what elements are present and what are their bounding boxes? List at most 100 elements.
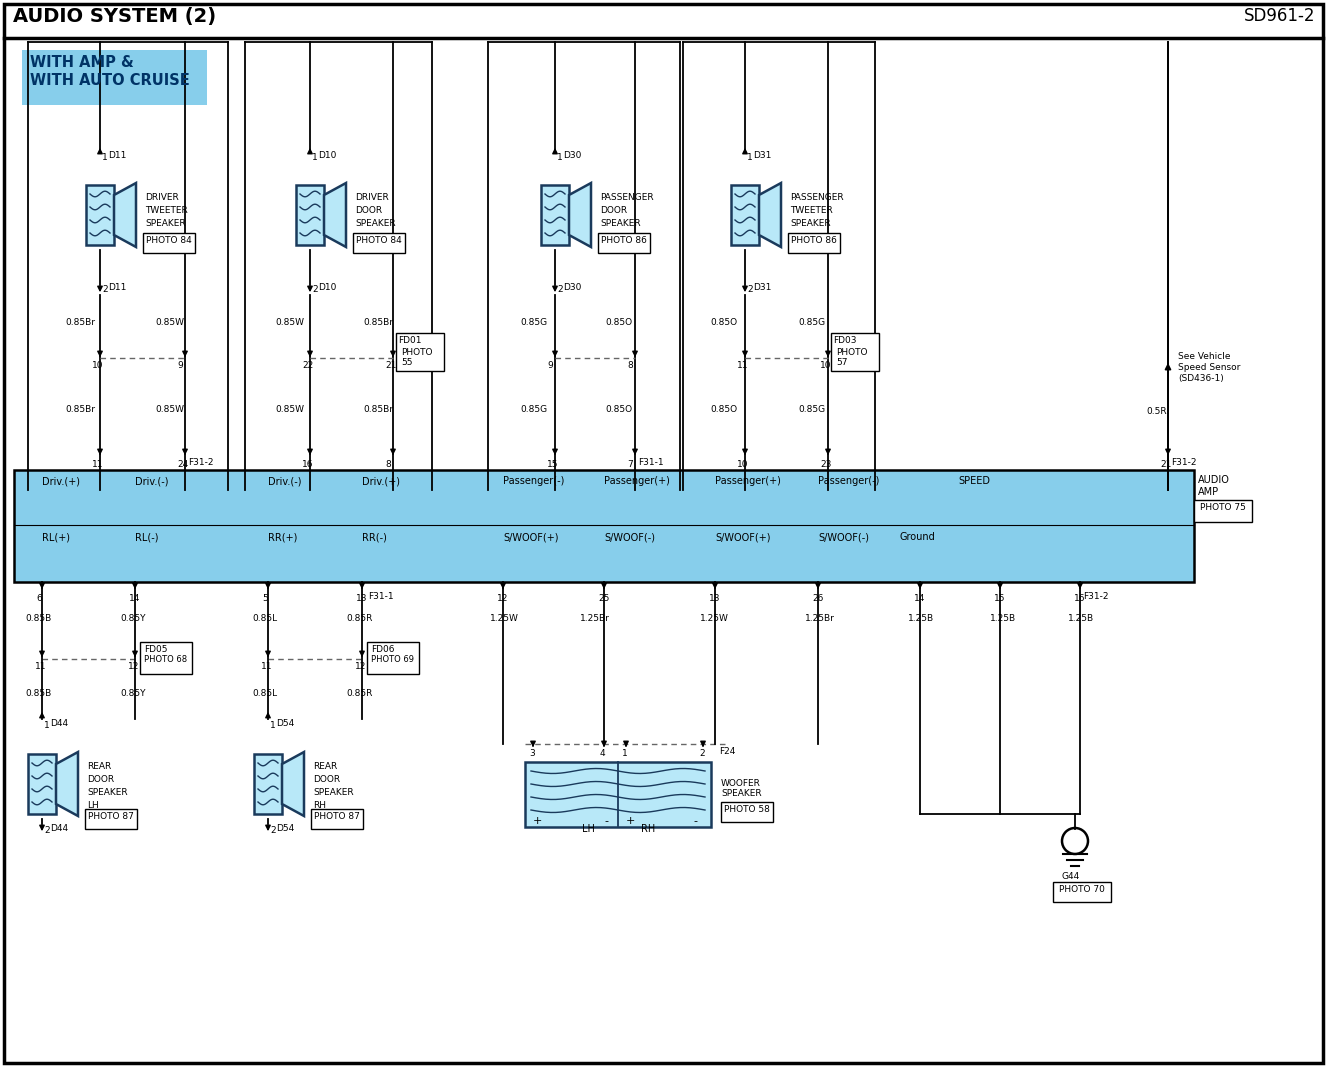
Text: Ground: Ground	[900, 532, 936, 542]
Text: 0.85Y: 0.85Y	[119, 689, 146, 698]
Text: 1: 1	[622, 749, 628, 758]
Bar	[296, 185, 324, 245]
Text: DRIVER: DRIVER	[356, 193, 389, 202]
Text: 8: 8	[385, 460, 390, 469]
Text: 0.85Br: 0.85Br	[364, 405, 393, 414]
Text: D10: D10	[318, 152, 336, 160]
Polygon shape	[114, 184, 135, 246]
Text: 0.85L: 0.85L	[252, 614, 277, 623]
Text: SPEAKER: SPEAKER	[790, 219, 831, 228]
Text: 0.85G: 0.85G	[520, 318, 547, 327]
Text: 0.85Y: 0.85Y	[119, 614, 146, 623]
Text: 0.85R: 0.85R	[346, 614, 373, 623]
Text: Driv.(+): Driv.(+)	[42, 476, 80, 485]
Text: 55: 55	[401, 359, 413, 367]
Text: G44: G44	[1062, 872, 1080, 881]
Text: 24: 24	[176, 460, 188, 469]
Text: 1: 1	[269, 721, 276, 730]
Text: D31: D31	[752, 152, 771, 160]
Text: 1.25Br: 1.25Br	[805, 614, 835, 623]
Text: SPEAKER: SPEAKER	[313, 789, 353, 797]
Bar	[788, 233, 840, 253]
Text: Passenger(+): Passenger(+)	[715, 476, 780, 485]
Text: 2: 2	[102, 285, 107, 294]
Text: PHOTO 86: PHOTO 86	[601, 236, 648, 245]
Text: 0.85R: 0.85R	[346, 689, 373, 698]
Text: +: +	[533, 816, 543, 826]
Text: Driv.(-): Driv.(-)	[268, 476, 301, 485]
Text: 2: 2	[312, 285, 317, 294]
Text: 0.85G: 0.85G	[520, 405, 547, 414]
Text: SPEAKER: SPEAKER	[356, 219, 395, 228]
Text: 0.85Br: 0.85Br	[65, 318, 96, 327]
Text: 0.85W: 0.85W	[155, 318, 184, 327]
Text: 0.85B: 0.85B	[25, 689, 52, 698]
Text: S/WOOF(-): S/WOOF(-)	[817, 532, 869, 542]
Text: 10: 10	[736, 460, 748, 469]
Bar	[86, 185, 114, 245]
Text: WOOFER
SPEAKER: WOOFER SPEAKER	[721, 779, 762, 798]
Text: 15: 15	[547, 460, 559, 469]
Text: 12: 12	[127, 662, 139, 671]
Text: D11: D11	[107, 283, 126, 292]
Text: 26: 26	[812, 594, 823, 603]
Text: PHOTO 87: PHOTO 87	[88, 812, 134, 821]
Bar	[368, 642, 419, 674]
Text: 7: 7	[626, 460, 633, 469]
Text: S/WOOF(+): S/WOOF(+)	[503, 532, 559, 542]
Bar	[23, 50, 207, 105]
Text: REAR: REAR	[313, 762, 337, 771]
Text: D44: D44	[50, 824, 68, 833]
Text: 11: 11	[261, 662, 272, 671]
Text: 1: 1	[102, 153, 107, 162]
Text: PHOTO 86: PHOTO 86	[791, 236, 837, 245]
Text: 21: 21	[385, 361, 397, 370]
Bar	[28, 754, 56, 814]
Text: D30: D30	[563, 152, 581, 160]
Text: PHOTO 87: PHOTO 87	[314, 812, 360, 821]
Text: PASSENGER: PASSENGER	[600, 193, 654, 202]
Text: F31-2: F31-2	[1083, 592, 1108, 601]
Text: PASSENGER: PASSENGER	[790, 193, 844, 202]
Text: DOOR: DOOR	[600, 206, 628, 214]
Text: LH: LH	[581, 824, 594, 834]
Text: D11: D11	[107, 152, 126, 160]
Text: RH: RH	[313, 801, 326, 810]
Text: PHOTO 68: PHOTO 68	[145, 655, 187, 664]
Text: RR(+): RR(+)	[268, 532, 297, 542]
Text: AUDIO SYSTEM (2): AUDIO SYSTEM (2)	[13, 7, 216, 26]
Text: 0.85L: 0.85L	[252, 689, 277, 698]
Bar	[395, 333, 445, 371]
Text: 13: 13	[709, 594, 721, 603]
Text: 1.25B: 1.25B	[1068, 614, 1095, 623]
Text: PHOTO 58: PHOTO 58	[725, 805, 770, 814]
Text: 2: 2	[44, 826, 49, 835]
Bar	[15, 469, 1194, 582]
Text: AUDIO: AUDIO	[1198, 475, 1230, 485]
Text: 16: 16	[1074, 594, 1085, 603]
Text: 14: 14	[129, 594, 141, 603]
Text: 16: 16	[303, 460, 313, 469]
Text: 10: 10	[92, 361, 104, 370]
Text: PHOTO 75: PHOTO 75	[1200, 503, 1246, 512]
Bar	[141, 642, 192, 674]
Text: 0.85G: 0.85G	[798, 405, 825, 414]
Text: WITH AUTO CRUISE: WITH AUTO CRUISE	[31, 73, 190, 87]
Text: PHOTO 84: PHOTO 84	[356, 236, 402, 245]
Text: Speed Sensor: Speed Sensor	[1178, 363, 1241, 372]
Bar	[143, 233, 195, 253]
Text: RH: RH	[641, 824, 656, 834]
Text: (SD436-1): (SD436-1)	[1178, 375, 1223, 383]
Polygon shape	[283, 752, 304, 816]
Text: 2: 2	[747, 285, 752, 294]
Text: F31-2: F31-2	[188, 458, 214, 467]
Text: D44: D44	[50, 719, 68, 728]
Text: F31-1: F31-1	[368, 592, 394, 601]
Text: 11: 11	[736, 361, 748, 370]
Text: F24: F24	[719, 747, 735, 757]
Text: D54: D54	[276, 824, 295, 833]
Text: 0.85O: 0.85O	[710, 405, 736, 414]
Text: D31: D31	[752, 283, 771, 292]
Text: RR(-): RR(-)	[362, 532, 387, 542]
Bar	[253, 754, 283, 814]
